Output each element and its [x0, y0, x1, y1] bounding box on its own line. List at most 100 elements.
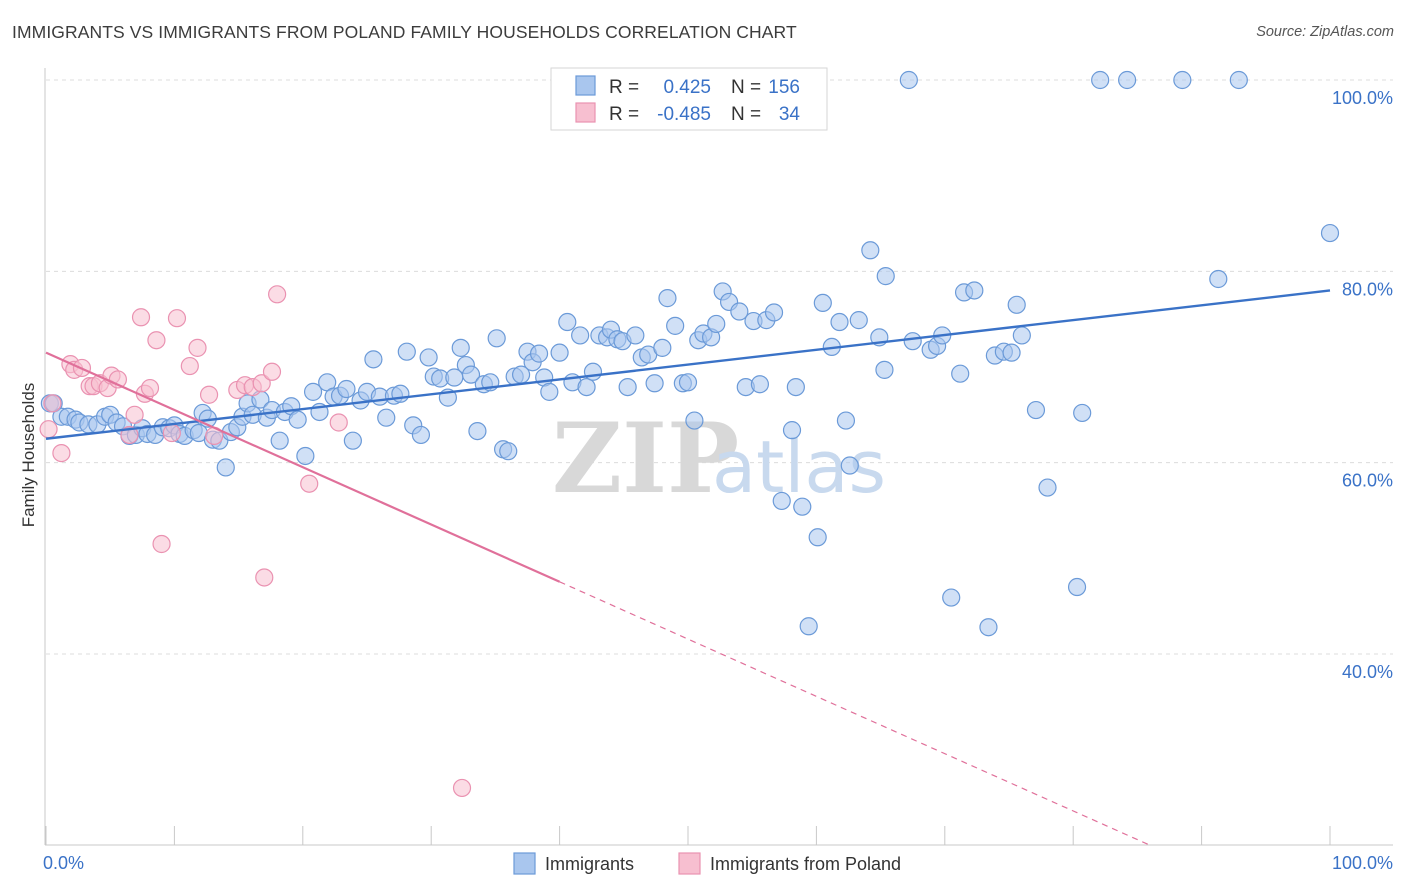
immigrants-point-111 — [750, 375, 770, 394]
immigrants-point-124 — [840, 456, 859, 475]
immigrants-point-42 — [303, 382, 323, 401]
poland-point-32 — [300, 474, 319, 493]
immigrants-point-139 — [979, 618, 998, 637]
poland-point-19 — [162, 423, 181, 443]
bottom-legend: Immigrants Immigrants from Poland — [513, 852, 901, 875]
immigrants-point-146 — [1038, 478, 1057, 497]
immigrants-point-37 — [270, 431, 289, 450]
legend-box — [550, 67, 828, 131]
immigrants-point-129 — [876, 267, 895, 286]
y-tick-labels: 40.0% 60.0% 80.0% 100.0% — [1332, 88, 1393, 682]
legend-n-label-2: N = — [731, 104, 761, 125]
immigrants-point-138 — [965, 281, 984, 300]
legend-r-label-2: R = — [609, 104, 639, 125]
bottom-legend-immigrants: Immigrants — [545, 854, 634, 874]
immigrants-point-119 — [808, 528, 827, 547]
immigrants-point-81 — [558, 312, 577, 332]
source-label: Source: ZipAtlas.com — [1256, 24, 1394, 40]
legend: R = 0.425 N = 156 R = -0.485 N = 34 — [550, 67, 828, 131]
immigrants-point-154 — [1320, 223, 1340, 243]
immigrants-point-128 — [875, 360, 894, 379]
immigrants-point-58 — [411, 425, 431, 445]
bottom-legend-swatch-immigrants — [513, 852, 536, 875]
immigrants-point-122 — [830, 312, 849, 332]
immigrants-point-40 — [288, 410, 307, 429]
immigrants-point-80 — [550, 343, 569, 362]
immigrants-point-84 — [577, 377, 596, 397]
immigrants-point-108 — [730, 302, 749, 321]
immigrants-point-130 — [899, 70, 918, 90]
immigrants-point-95 — [645, 374, 664, 393]
immigrants-point-72 — [499, 442, 518, 461]
y-tick-label-60: 60.0% — [1342, 471, 1393, 491]
immigrants-point-79 — [540, 382, 559, 401]
watermark: ZIP atlas — [552, 402, 886, 515]
trend-lines — [45, 289, 1331, 846]
immigrants-point-136 — [951, 364, 970, 383]
chart-title: IMMIGRANTS VS IMMIGRANTS FROM POLAND FAM… — [12, 22, 797, 42]
watermark-atlas: atlas — [712, 425, 886, 509]
immigrants-point-70 — [487, 329, 506, 348]
poland-point-23 — [199, 385, 219, 404]
immigrants-point-125 — [849, 311, 868, 330]
bottom-legend-poland: Immigrants from Poland — [710, 854, 901, 874]
immigrants-point-53 — [377, 408, 396, 427]
poland-point-1 — [43, 394, 62, 413]
immigrants-point-147 — [1067, 577, 1087, 597]
immigrants-point-120 — [813, 293, 832, 313]
immigrants-point-123 — [836, 411, 856, 430]
immigrants-point-77 — [529, 344, 549, 363]
y-tick-label-40: 40.0% — [1342, 662, 1393, 682]
immigrants-point-116 — [786, 377, 805, 397]
poland-point-21 — [180, 356, 199, 376]
legend-swatch-poland — [575, 102, 596, 123]
series-poland-points — [39, 285, 472, 798]
immigrants-point-56 — [397, 342, 416, 361]
immigrants-point-59 — [419, 348, 438, 367]
immigrants-point-28 — [216, 458, 235, 477]
immigrants-point-96 — [653, 338, 672, 357]
poland-point-33 — [329, 413, 348, 432]
immigrants-point-117 — [793, 497, 812, 516]
poland-point-14 — [131, 308, 151, 327]
immigrants-point-47 — [337, 379, 356, 399]
y-axis-label: Family Households — [19, 383, 38, 528]
poland-point-28 — [252, 374, 271, 393]
immigrants-point-83 — [571, 326, 590, 345]
immigrants-point-142 — [1002, 343, 1021, 362]
legend-r-label-1: R = — [609, 77, 639, 98]
immigrants-point-51 — [364, 350, 383, 369]
immigrants-point-145 — [1026, 400, 1046, 420]
immigrants-point-97 — [658, 289, 677, 308]
poland-point-22 — [188, 338, 207, 357]
poland-point-17 — [147, 331, 166, 350]
immigrants-point-118 — [799, 617, 818, 636]
immigrants-point-41 — [296, 446, 315, 466]
immigrants-point-66 — [461, 365, 481, 384]
poland-trend-line — [45, 351, 561, 583]
immigrants-point-148 — [1073, 403, 1092, 423]
immigrants-point-152 — [1209, 269, 1228, 289]
immigrants-point-151 — [1173, 70, 1192, 90]
x-tick-label-max: 100.0% — [1332, 853, 1393, 873]
legend-r-value-1: 0.425 — [663, 77, 711, 98]
grid-lines — [46, 79, 1393, 655]
immigrants-point-98 — [666, 316, 685, 335]
immigrants-point-153 — [1229, 70, 1248, 90]
y-tick-label-100: 100.0% — [1332, 88, 1393, 108]
immigrants-point-101 — [685, 411, 704, 430]
immigrants-point-144 — [1012, 326, 1031, 345]
immigrants-point-131 — [903, 332, 922, 351]
poland-point-0 — [39, 420, 58, 439]
bottom-legend-swatch-poland — [678, 852, 701, 875]
immigrants-point-91 — [618, 377, 637, 397]
legend-swatch-immigrants — [575, 75, 596, 96]
poland-point-29 — [255, 568, 274, 587]
immigrants-point-85 — [583, 362, 603, 381]
series-immigrants-points — [40, 70, 1340, 637]
immigrants-point-150 — [1118, 70, 1137, 90]
immigrants-point-64 — [451, 338, 470, 357]
immigrants-point-105 — [707, 314, 726, 334]
poland-point-31 — [268, 285, 287, 304]
poland-point-34 — [452, 778, 472, 798]
